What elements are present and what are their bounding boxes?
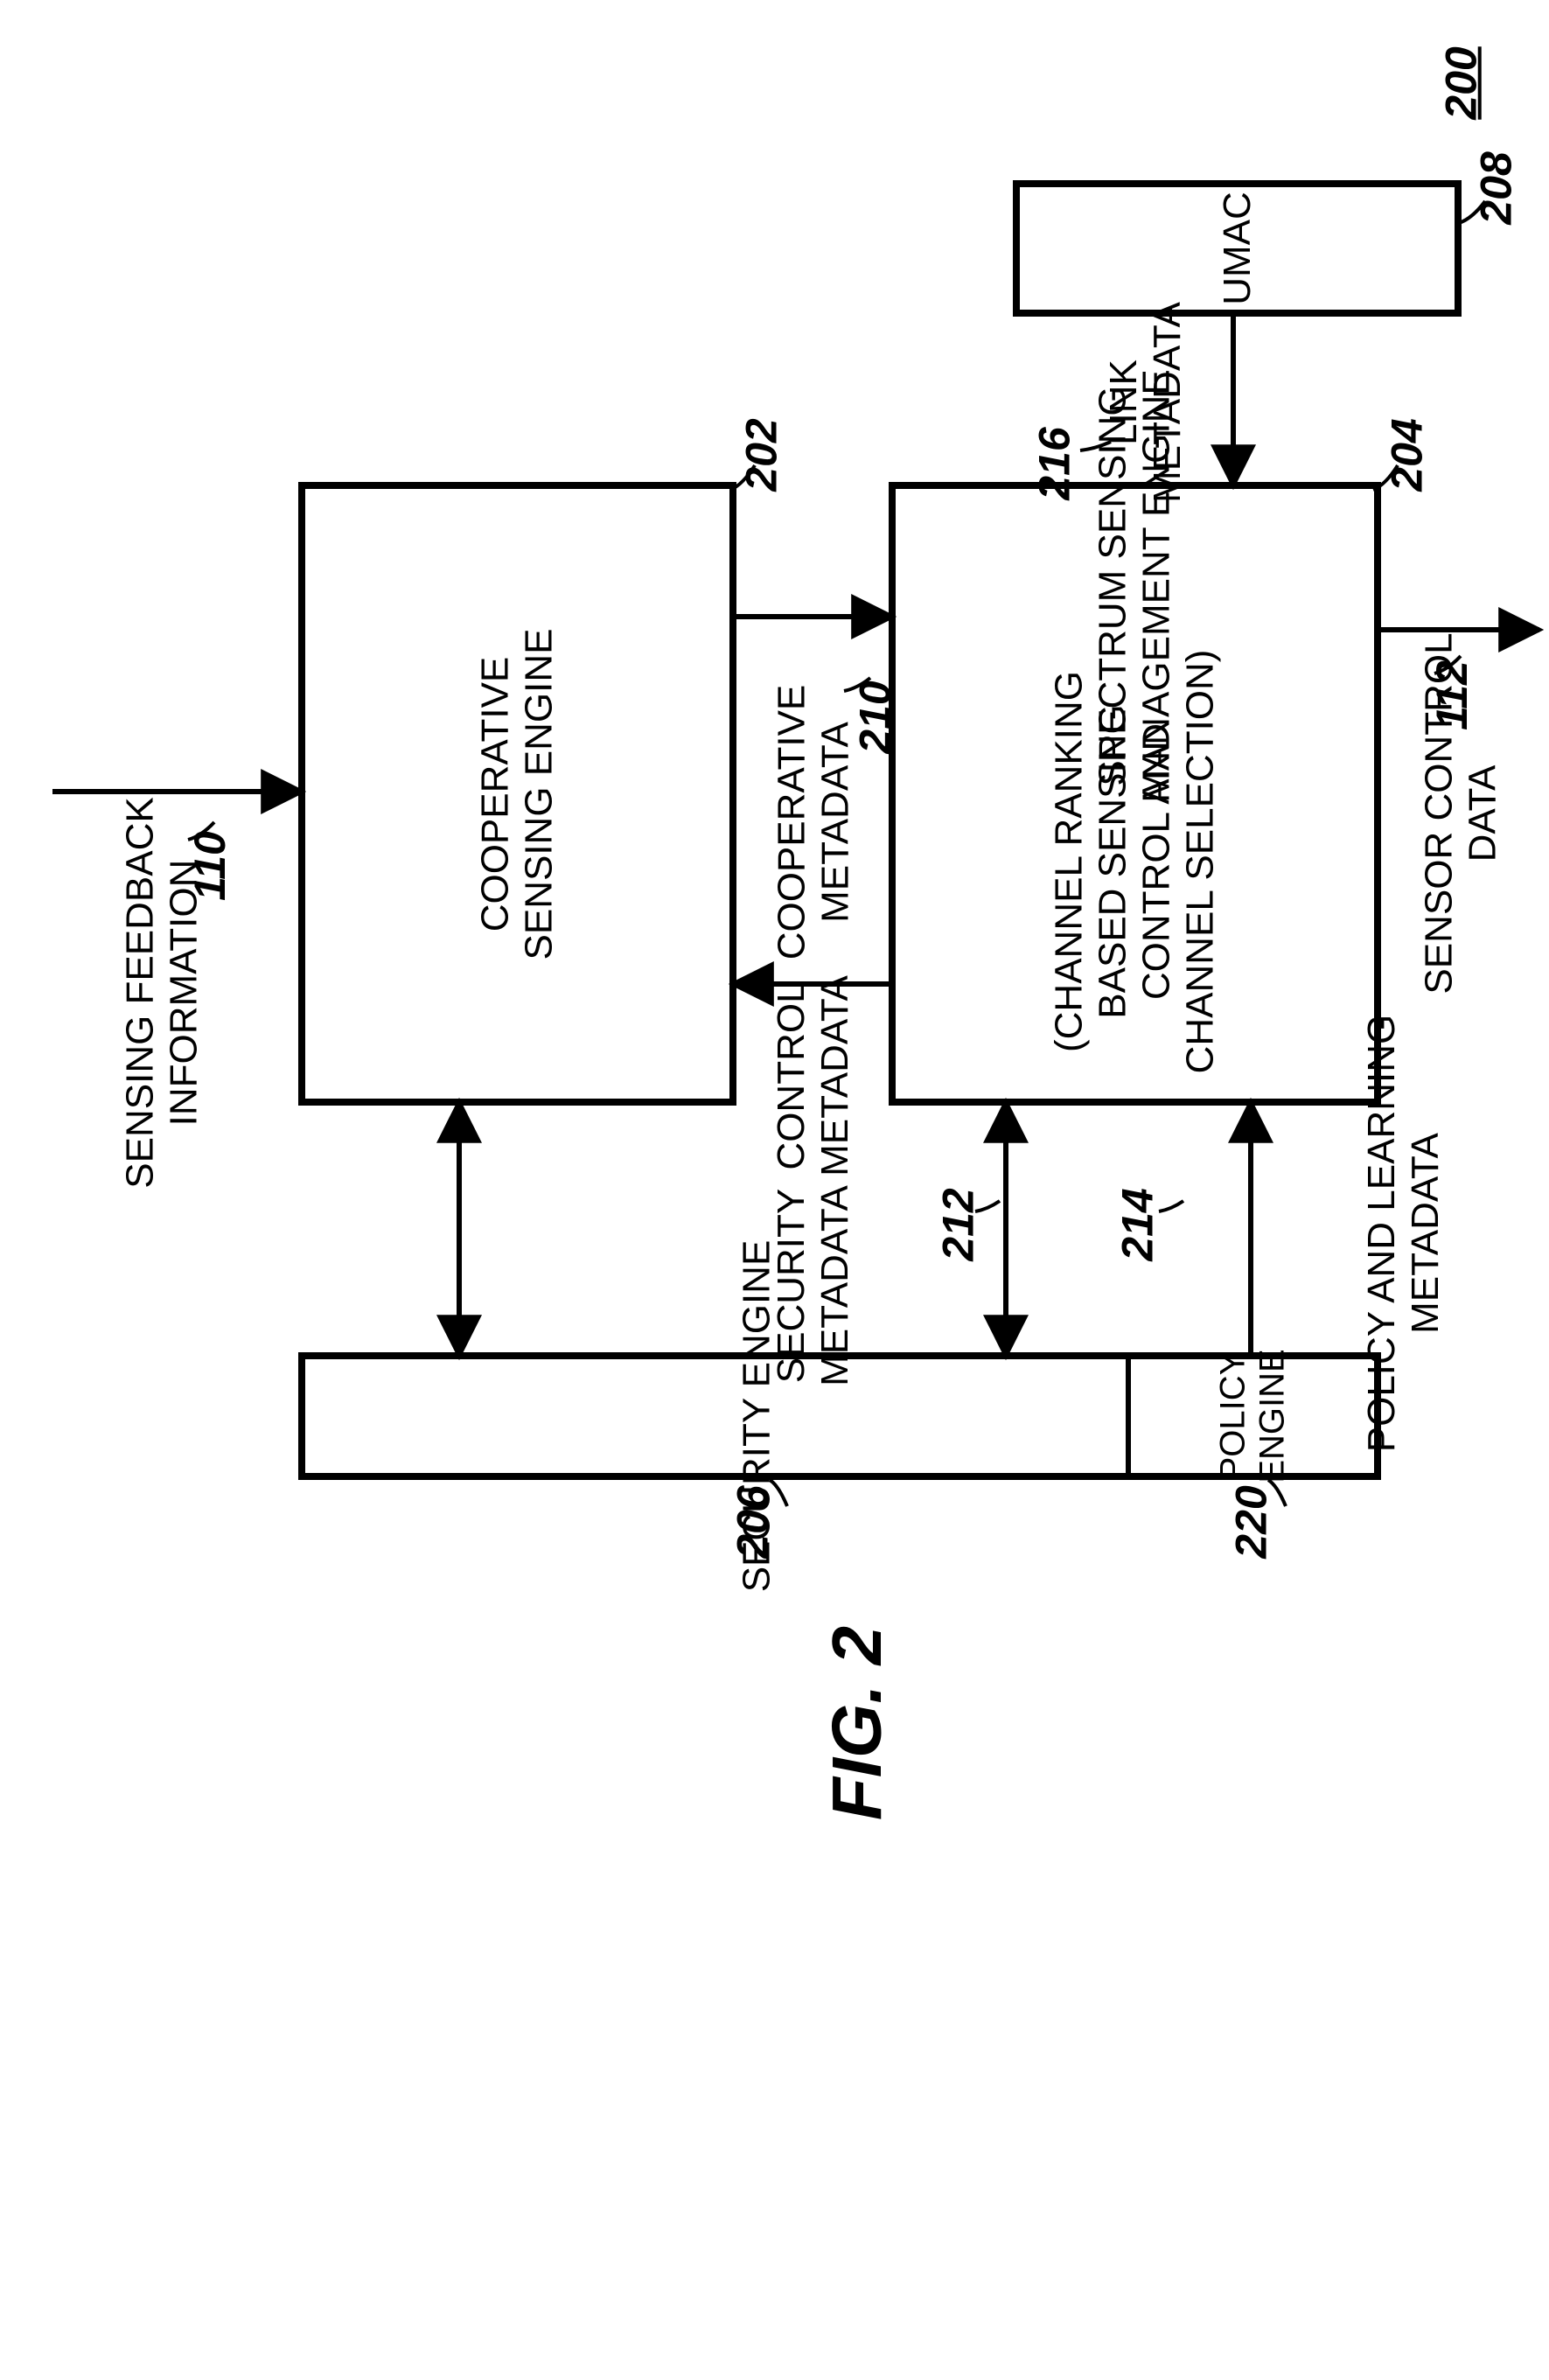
control-metadata-label: CONTROL METADATA [770,975,857,1176]
spectrum-mgmt-ref: 204 [1381,418,1432,491]
coop-sensing-ref: 202 [736,418,786,491]
figure-ref: 200 [1435,46,1486,119]
umac-ref: 208 [1470,151,1521,224]
coop-metadata-ref: 210 [849,680,900,753]
security-metadata-label: SECURITY METADATA [770,1185,857,1386]
spectrum-mgmt-subtitle: (CHANNEL RANKING BASED SENSING CONTROL A… [1047,650,1222,1074]
coop-sensing-title: COOPERATIVE SENSING ENGINE [473,628,561,960]
diagram-text-layer: UMAC208SPECTRUM SENSING MANAGEMENT ENGIN… [0,0,1549,2380]
spec-sec-ref: 212 [932,1188,983,1260]
sensing-feedback-ref: 110 [185,831,235,901]
policy-engine-ref: 220 [1225,1485,1276,1558]
coop-metadata-label: COOPERATIVE METADATA [770,685,857,960]
security-engine-ref: 206 [727,1485,778,1558]
policy-learning-label: POLICY AND LEARNING METADATA [1360,1015,1448,1452]
umac-box-label: UMAC [1215,192,1259,305]
policy-engine-title: POLICY ENGINE [1214,1349,1293,1483]
sensor-control-ref: 112 [1427,660,1477,730]
diagram-canvas: UMAC208SPECTRUM SENSING MANAGEMENT ENGIN… [0,0,1549,2380]
policy-learning-ref: 214 [1112,1188,1162,1260]
figure-label: FIG. 2 [817,1626,897,1820]
link-metadata-ref: 216 [1029,427,1079,499]
link-metadata-label: LINK METADATA [1102,302,1190,503]
